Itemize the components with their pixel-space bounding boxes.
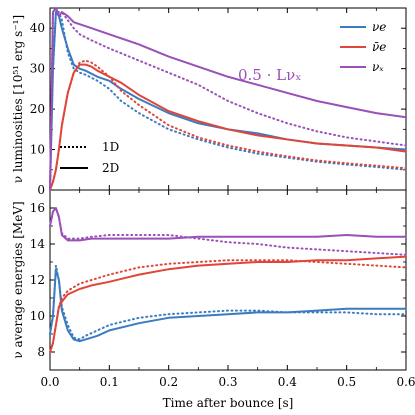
top-y-tick-label: 20: [30, 102, 45, 116]
top-y-tick-label: 30: [30, 62, 45, 76]
legend-label-nubar-e: ν̄e: [372, 40, 386, 54]
top-y-axis-label: ν luminosities [10⁵¹ erg s⁻¹]: [11, 15, 25, 183]
bottom-series-nu-e-1d: [49, 264, 407, 341]
species-legend: νe ν̄e νₓ: [340, 20, 386, 74]
bottom-panel-frame: [49, 189, 407, 371]
bottom-series-nu-x-1d: [49, 207, 407, 256]
x-tick-label: 0.4: [278, 375, 297, 389]
x-tick-label: 0.0: [40, 375, 59, 389]
bottom-y-tick-label: 10: [30, 309, 45, 323]
top-y-tick-label: 10: [30, 143, 45, 157]
bottom-series-nu-x-2d: [49, 207, 407, 242]
top-series-group: [49, 7, 407, 191]
bottom-series-nubar-e-1d: [49, 259, 407, 353]
top-series-nu-e-1d: [49, 11, 407, 191]
top-series-nu-x-2d: [49, 7, 407, 191]
legend-label-2d: 2D: [102, 161, 119, 175]
top-series-nu-x-1d: [49, 7, 407, 191]
bottom-series-group: [49, 207, 407, 353]
top-y-tick-label: 0: [37, 183, 45, 197]
legend-label-1d: 1D: [102, 140, 119, 154]
x-tick-label: 0.6: [396, 375, 415, 389]
x-tick-label: 0.2: [159, 375, 178, 389]
bottom-y-tick-label: 12: [30, 273, 45, 287]
bottom-series-nubar-e-2d: [49, 255, 407, 353]
legend-label-nu-e: νe: [372, 20, 386, 34]
legend-label-nu-x: νₓ: [372, 60, 384, 74]
top-y-tick-label: 40: [30, 21, 45, 35]
bottom-y-tick-label: 14: [30, 237, 46, 251]
x-ticks: 0.0 0.1 0.2 0.3 0.4 0.5 0.6: [40, 8, 415, 389]
bottom-y-tick-label: 8: [37, 345, 45, 359]
nu-x-scale-annotation: 0.5 · Lνₓ: [238, 66, 302, 84]
x-tick-label: 0.1: [100, 375, 119, 389]
x-tick-label: 0.5: [337, 375, 356, 389]
x-tick-label: 0.3: [218, 375, 237, 389]
bottom-series-nu-e-2d: [49, 268, 407, 343]
style-legend: 1D 2D: [60, 140, 119, 175]
top-series-nubar-e-2d: [49, 63, 407, 191]
bottom-y-tick-label: 16: [30, 201, 45, 215]
bottom-y-axis-label: ν average energies [MeV]: [11, 201, 25, 358]
bottom-y-ticks: 8 10 12 14 16: [30, 189, 406, 371]
x-axis-label: Time after bounce [s]: [163, 396, 294, 410]
